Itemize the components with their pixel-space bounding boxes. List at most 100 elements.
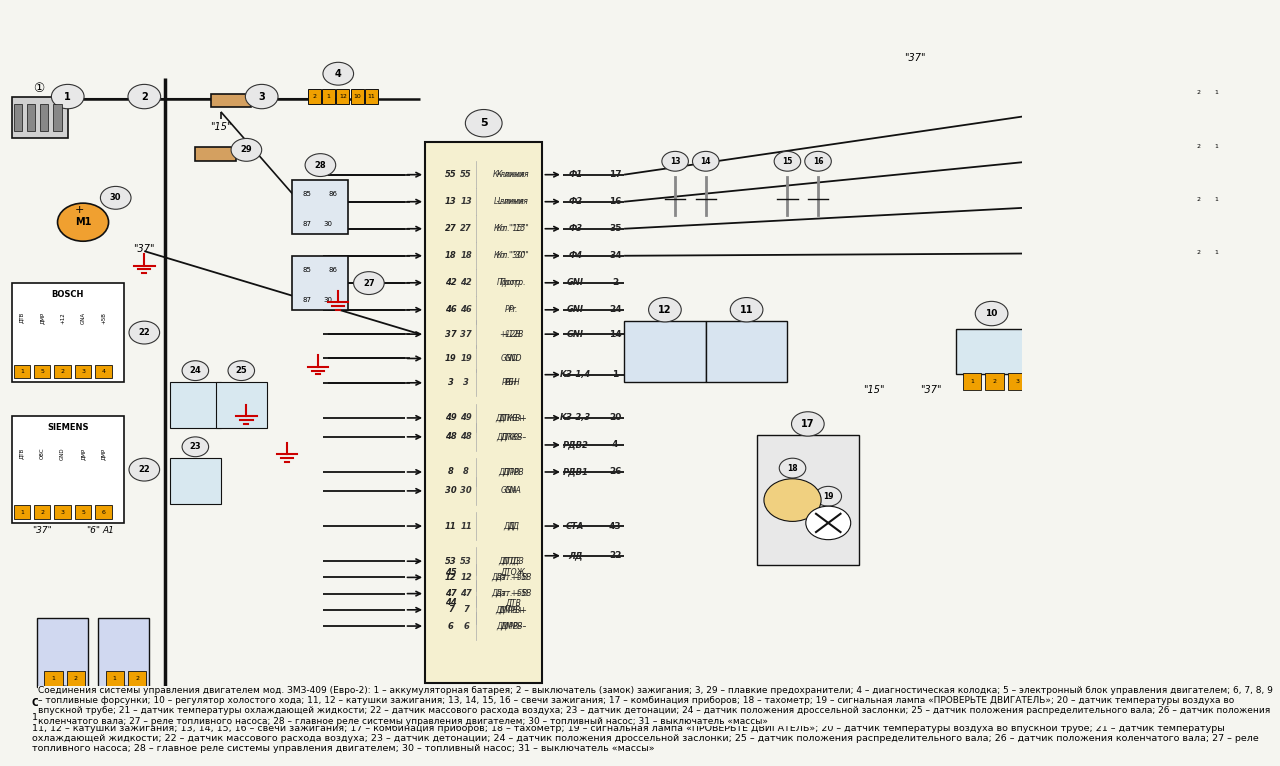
Text: 2: 2 [612,278,618,287]
Text: 48: 48 [445,432,457,441]
Text: 35: 35 [609,224,622,233]
Bar [95,506,111,519]
Text: Дат. +5В: Дат. +5В [495,589,531,598]
Circle shape [58,203,109,241]
Text: GNA: GNA [81,312,86,324]
Text: 5: 5 [81,509,84,515]
Text: 26: 26 [609,467,622,476]
Text: "37": "37" [133,244,155,254]
Circle shape [108,686,141,710]
Text: Ф2: Ф2 [568,197,582,206]
Text: 14: 14 [609,329,622,339]
Circle shape [764,479,820,522]
Text: 55: 55 [461,170,472,179]
Text: ДПКВ–: ДПКВ– [497,432,522,441]
Text: Кл. "15": Кл. "15" [497,224,529,233]
Text: 17: 17 [801,419,814,429]
Text: 21: 21 [56,693,69,703]
Text: GNI: GNI [567,329,584,339]
Text: 17: 17 [609,170,622,179]
Text: ДМР: ДМР [101,447,106,460]
Bar [211,93,251,107]
Bar [337,89,349,104]
Text: "37": "37" [919,385,941,394]
Text: Ф1: Ф1 [568,170,582,179]
Bar [1210,190,1225,208]
Bar [14,506,29,519]
Text: 6: 6 [101,509,105,515]
Text: Ф3: Ф3 [568,224,582,233]
Text: 1: 1 [1215,197,1219,202]
Bar [76,365,91,378]
Text: 37: 37 [445,329,457,339]
Text: "37": "37" [904,54,925,64]
Text: 16: 16 [813,157,823,165]
Bar [956,329,1028,375]
Bar [365,89,378,104]
Circle shape [780,458,806,478]
Bar [14,104,22,131]
Text: 85: 85 [302,191,311,197]
Text: 2: 2 [141,92,147,102]
Text: 1: 1 [113,676,116,682]
Circle shape [323,62,353,85]
Bar [425,142,543,683]
Text: 30: 30 [445,486,457,496]
Text: 18: 18 [787,463,797,473]
Bar [95,365,111,378]
Text: Соединения системы управления двигателем мод. ЗМЗ-409 (Евро-2): 1 – аккумуляторн: Соединения системы управления двигателем… [38,686,1274,725]
Text: 53: 53 [461,557,472,565]
Text: Дат. +5В: Дат. +5В [495,573,531,582]
Text: 46: 46 [445,306,457,314]
Text: 2: 2 [136,676,140,682]
Circle shape [228,361,255,381]
Circle shape [128,84,160,109]
Text: GNI: GNI [567,306,584,314]
Text: Соединения системы управления двигателем мод. ЗМЗ-409 (Евро-2):: Соединения системы управления двигателем… [32,698,428,708]
Text: ДМР: ДМР [40,312,45,324]
Circle shape [815,486,841,506]
Text: 24: 24 [189,366,201,375]
Text: Дат. +5В: Дат. +5В [492,589,527,598]
Text: 86: 86 [328,191,337,197]
Text: 47: 47 [445,589,457,598]
Text: 4: 4 [612,440,618,450]
Text: 15: 15 [782,157,792,165]
Text: 12: 12 [339,94,347,99]
Bar [756,435,859,565]
Text: ДПКВ+: ДПКВ+ [495,414,524,422]
Text: 20: 20 [609,414,621,422]
Bar [170,382,221,427]
Text: 30: 30 [323,221,332,227]
Circle shape [649,297,681,322]
Text: К-линия: К-линия [497,170,530,179]
Text: "15": "15" [864,385,884,394]
Circle shape [232,139,261,162]
Text: 1: 1 [1215,250,1219,255]
Text: SIEMENS: SIEMENS [47,424,88,432]
Text: 7: 7 [448,605,454,614]
Text: 2: 2 [1197,143,1201,149]
Text: 24: 24 [609,306,622,314]
Text: КЗ-2,3: КЗ-2,3 [559,414,591,422]
Text: 44: 44 [445,598,457,607]
Text: 87: 87 [302,297,311,303]
Text: 19: 19 [823,492,833,501]
Circle shape [731,297,763,322]
Text: 53: 53 [445,557,457,565]
Text: 1 – аккумуляторная батарея; 2 – выключатель (замок) зажигания; 3, 29 – плавкие п: 1 – аккумуляторная батарея; 2 – выключат… [32,713,1262,754]
Circle shape [246,84,278,109]
Text: 7: 7 [463,605,468,614]
Circle shape [791,412,824,436]
Circle shape [806,506,851,540]
Text: ДМРВ–: ДМРВ– [500,621,526,630]
Text: 1: 1 [1215,90,1219,95]
Text: Прогр.: Прогр. [499,278,526,287]
Text: 86: 86 [328,267,337,273]
Text: 5: 5 [40,369,44,374]
Text: 3: 3 [1015,379,1019,384]
Text: 2: 2 [993,379,997,384]
Text: ДМР: ДМР [81,447,86,460]
Text: +12В: +12В [502,329,524,339]
Text: 47: 47 [461,589,472,598]
